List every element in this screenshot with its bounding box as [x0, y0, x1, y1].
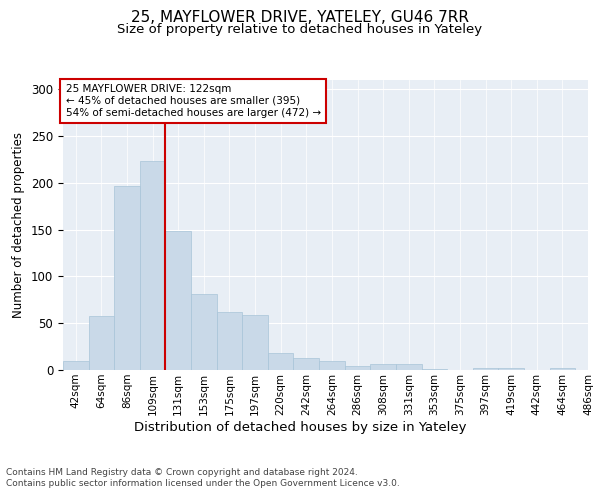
- Text: Contains HM Land Registry data © Crown copyright and database right 2024.: Contains HM Land Registry data © Crown c…: [6, 468, 358, 477]
- Bar: [396, 364, 422, 370]
- Y-axis label: Number of detached properties: Number of detached properties: [13, 132, 25, 318]
- Bar: [217, 312, 242, 370]
- Bar: [370, 364, 396, 370]
- Bar: [114, 186, 140, 370]
- Bar: [473, 368, 499, 370]
- Bar: [191, 294, 217, 370]
- Bar: [345, 366, 370, 370]
- Bar: [499, 368, 524, 370]
- Bar: [89, 316, 114, 370]
- Text: Distribution of detached houses by size in Yateley: Distribution of detached houses by size …: [134, 421, 466, 434]
- Bar: [293, 358, 319, 370]
- Text: Contains public sector information licensed under the Open Government Licence v3: Contains public sector information licen…: [6, 480, 400, 488]
- Bar: [422, 369, 447, 370]
- Bar: [319, 360, 345, 370]
- Bar: [268, 353, 293, 370]
- Bar: [242, 315, 268, 370]
- Text: 25 MAYFLOWER DRIVE: 122sqm
← 45% of detached houses are smaller (395)
54% of sem: 25 MAYFLOWER DRIVE: 122sqm ← 45% of deta…: [65, 84, 321, 117]
- Text: Size of property relative to detached houses in Yateley: Size of property relative to detached ho…: [118, 24, 482, 36]
- Bar: [140, 162, 166, 370]
- Text: 25, MAYFLOWER DRIVE, YATELEY, GU46 7RR: 25, MAYFLOWER DRIVE, YATELEY, GU46 7RR: [131, 10, 469, 25]
- Bar: [550, 368, 575, 370]
- Bar: [63, 360, 89, 370]
- Bar: [166, 230, 191, 370]
